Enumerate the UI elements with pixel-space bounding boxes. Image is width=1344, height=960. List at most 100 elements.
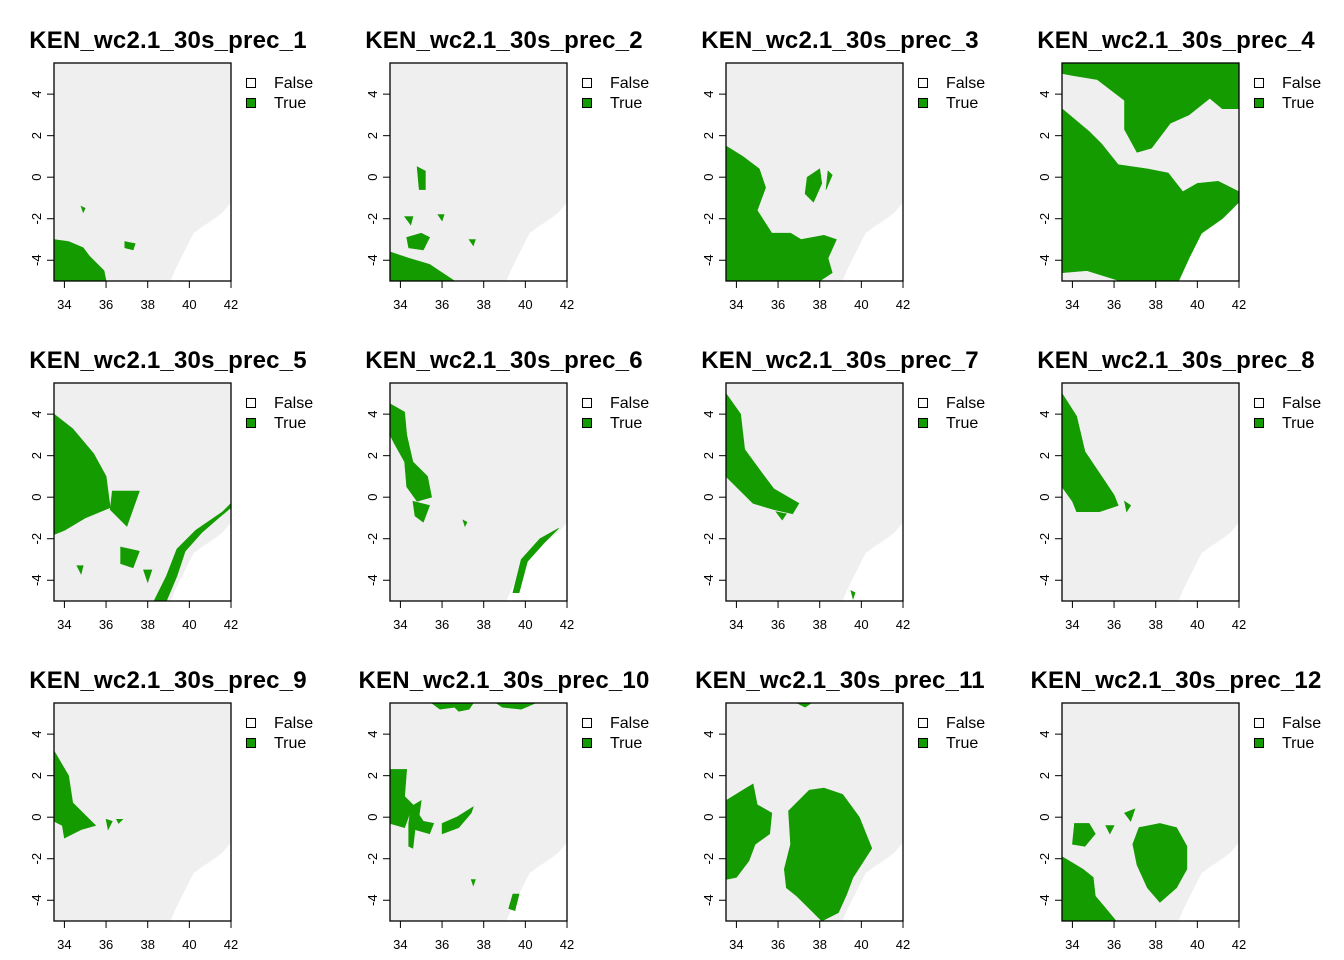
x-tick-label: 34 (393, 937, 407, 952)
map-panel-10: 34 36 38 40 42 4 2 0 -2 -4 KEN_wc2.1_30s_prec_10 Fa… (336, 640, 672, 960)
y-tick-label: 0 (29, 174, 44, 181)
legend-swatch-true (918, 418, 928, 428)
true-region (508, 893, 520, 911)
legend-label-false: False (610, 395, 650, 412)
y-tick-label: -4 (701, 254, 716, 266)
y-tick-label: 4 (29, 410, 44, 417)
true-region (408, 800, 435, 849)
legend-label-true: True (1282, 415, 1315, 432)
true-region (390, 251, 456, 281)
x-tick-label: 34 (57, 937, 71, 952)
y-tick-label: -2 (29, 533, 44, 545)
y-tick-label: -4 (29, 254, 44, 266)
x-tick-label: 40 (1190, 937, 1204, 952)
true-region (120, 546, 140, 569)
x-tick-label: 40 (518, 617, 532, 632)
y-tick-label: -4 (701, 894, 716, 906)
y-tick-label: -2 (1037, 213, 1052, 225)
legend-label-false: False (946, 395, 986, 412)
y-tick-label: 2 (29, 452, 44, 459)
x-tick-label: 38 (476, 617, 490, 632)
legend-swatch-false (1254, 78, 1264, 88)
legend-swatch-true (582, 418, 592, 428)
map-panel-11: 34 36 38 40 42 4 2 0 -2 -4 KEN_wc2.1_30s_prec_11 Fa… (672, 640, 1008, 960)
x-tick-label: 40 (854, 937, 868, 952)
true-region (143, 569, 153, 584)
y-tick-label: -2 (1037, 533, 1052, 545)
x-tick-label: 36 (99, 937, 113, 952)
legend-label-true: True (610, 415, 643, 432)
y-tick-label: 0 (365, 814, 380, 821)
y-tick-label: 2 (1037, 772, 1052, 779)
map-panel-12: 34 36 38 40 42 4 2 0 -2 -4 KEN_wc2.1_30s_prec_12 Fa… (1008, 640, 1344, 960)
y-tick-label: 0 (701, 494, 716, 501)
map-panel-3: 34 36 38 40 42 4 2 0 -2 -4 KEN_wc2.1_30s_prec_3 Fal… (672, 0, 1008, 320)
x-tick-label: 36 (1107, 617, 1121, 632)
true-region (441, 806, 474, 835)
x-tick-label: 42 (224, 297, 238, 312)
true-region (825, 170, 833, 190)
no-data-area (1178, 842, 1239, 921)
y-tick-label: 2 (365, 452, 380, 459)
legend-label-false: False (610, 715, 650, 732)
true-region (54, 750, 97, 839)
plot-frame (725, 702, 904, 922)
legend-label-true: True (274, 415, 307, 432)
x-tick-label: 34 (729, 297, 743, 312)
legend-swatch-true (582, 98, 592, 108)
y-tick-label: 4 (701, 90, 716, 97)
x-tick-label: 38 (140, 297, 154, 312)
no-data-area (1178, 202, 1239, 281)
legend-label-false: False (1282, 75, 1322, 92)
y-tick-label: 4 (365, 410, 380, 417)
map-panel-9: 34 36 38 40 42 4 2 0 -2 -4 KEN_wc2.1_30s_prec_9 Fal… (0, 640, 336, 960)
legend-label-false: False (274, 75, 314, 92)
y-tick-label: 0 (1037, 494, 1052, 501)
map-panel-2: 34 36 38 40 42 4 2 0 -2 -4 KEN_wc2.1_30s_prec_2 Fal… (336, 0, 672, 320)
x-tick-label: 38 (476, 937, 490, 952)
x-tick-label: 42 (224, 617, 238, 632)
panel-title: KEN_wc2.1_30s_prec_6 (365, 347, 643, 374)
legend-swatch-true (1254, 738, 1264, 748)
legend-swatch-true (1254, 98, 1264, 108)
y-tick-label: -2 (29, 853, 44, 865)
x-tick-label: 40 (182, 937, 196, 952)
x-tick-label: 40 (518, 297, 532, 312)
true-region (462, 519, 468, 528)
x-tick-label: 36 (99, 617, 113, 632)
true-region (785, 247, 798, 259)
y-tick-label: 4 (1037, 730, 1052, 737)
y-tick-label: -4 (1037, 574, 1052, 586)
true-region (850, 590, 856, 600)
x-tick-label: 40 (1190, 297, 1204, 312)
true-region (1072, 823, 1096, 847)
legend-label-true: True (1282, 95, 1315, 112)
map-panel-6: 34 36 38 40 42 4 2 0 -2 -4 KEN_wc2.1_30s_prec_6 Fal… (336, 320, 672, 640)
true-region (1062, 392, 1119, 512)
no-data-area (506, 842, 567, 921)
y-tick-label: 4 (365, 730, 380, 737)
y-tick-label: 0 (1037, 174, 1052, 181)
legend-label-false: False (274, 395, 314, 412)
y-tick-label: 2 (365, 772, 380, 779)
legend-label-false: False (610, 75, 650, 92)
y-tick-label: -2 (1037, 853, 1052, 865)
true-region (54, 239, 107, 281)
panel-title: KEN_wc2.1_30s_prec_8 (1037, 347, 1315, 374)
legend-label-true: True (946, 95, 979, 112)
legend-label-false: False (946, 715, 986, 732)
true-region (404, 216, 414, 226)
true-region (468, 239, 476, 247)
x-tick-label: 38 (476, 297, 490, 312)
true-region (406, 232, 431, 251)
legend-label-false: False (1282, 715, 1322, 732)
true-region (1062, 108, 1239, 281)
y-tick-label: 0 (701, 814, 716, 821)
no-data-area (842, 202, 903, 281)
no-data-area (842, 842, 903, 921)
true-region (726, 145, 837, 281)
